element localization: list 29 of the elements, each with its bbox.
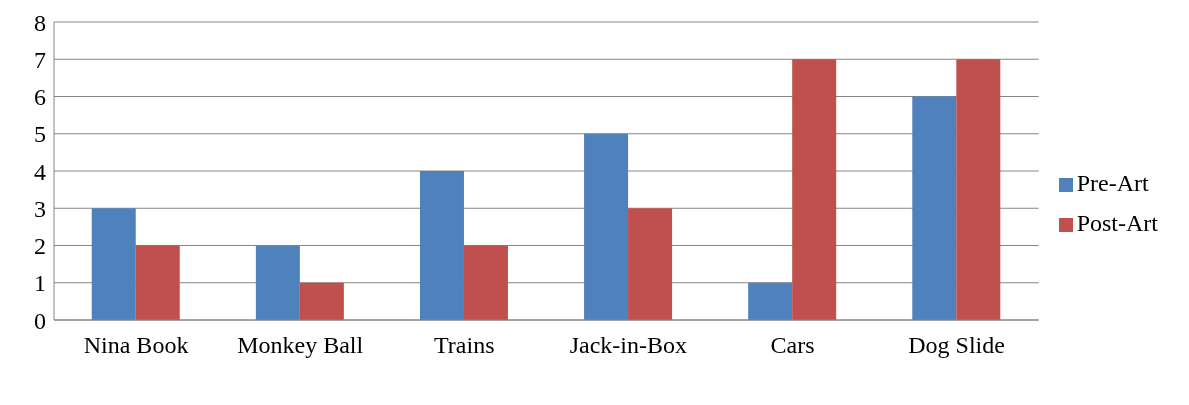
bar bbox=[628, 208, 673, 320]
y-tick-label: 1 bbox=[34, 270, 46, 297]
bar bbox=[792, 59, 837, 320]
bar bbox=[748, 282, 793, 320]
x-tick-label: Trains bbox=[434, 332, 495, 359]
bar bbox=[419, 171, 464, 320]
bar bbox=[912, 96, 957, 320]
y-tick-label: 6 bbox=[34, 84, 46, 111]
y-tick-label: 8 bbox=[34, 9, 46, 36]
x-tick-label: Cars bbox=[770, 332, 815, 359]
bar bbox=[463, 245, 508, 320]
y-tick-label: 4 bbox=[34, 158, 46, 185]
y-tick-label: 2 bbox=[34, 233, 46, 260]
bar bbox=[135, 245, 180, 320]
y-tick-label: 7 bbox=[34, 46, 46, 73]
x-tick-label: Nina Book bbox=[83, 332, 189, 359]
bar bbox=[584, 133, 629, 320]
bar bbox=[91, 208, 136, 320]
bar bbox=[956, 59, 1001, 320]
legend-label: Post-Art bbox=[1076, 210, 1158, 236]
y-tick-label: 5 bbox=[34, 121, 46, 148]
x-tick-label: Dog Slide bbox=[908, 332, 1005, 359]
y-tick-label: 3 bbox=[34, 195, 46, 222]
x-tick-label: Monkey Ball bbox=[237, 332, 364, 359]
legend-label: Pre-Art bbox=[1076, 170, 1149, 196]
bar bbox=[299, 282, 344, 320]
bar bbox=[255, 245, 300, 320]
y-tick-label: 0 bbox=[34, 307, 46, 334]
x-tick-label: Jack-in-Box bbox=[569, 332, 688, 359]
